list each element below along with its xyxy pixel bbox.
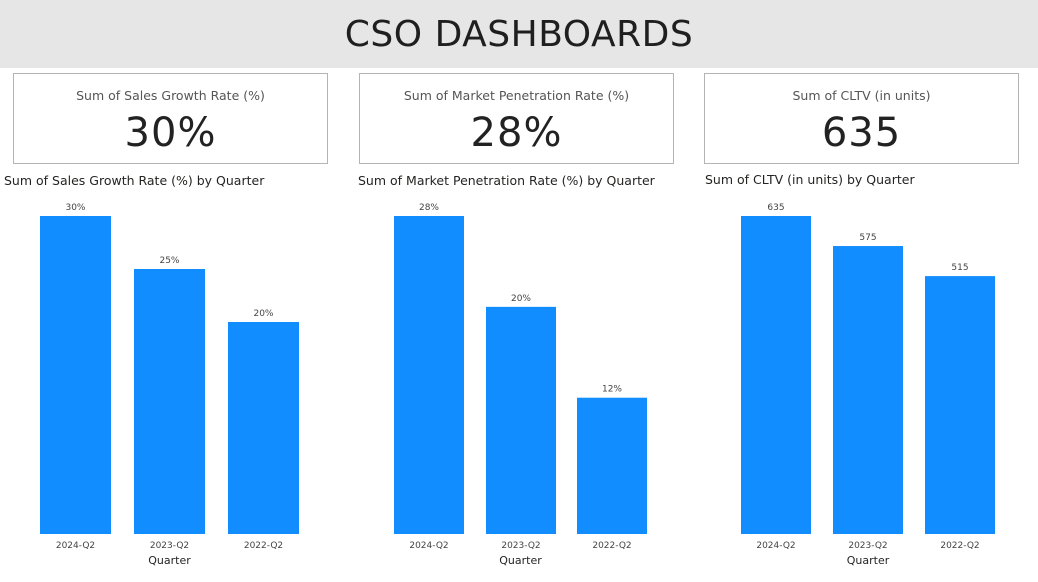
kpi-value: 28% <box>470 110 563 156</box>
data-label: 20% <box>511 294 531 304</box>
bar-2024-Q2[interactable] <box>394 216 464 534</box>
data-label: 12% <box>602 385 622 395</box>
x-axis-title: Quarter <box>148 554 191 567</box>
data-label: 635 <box>767 203 784 213</box>
data-label: 30% <box>65 203 85 213</box>
chart-title-market-penetration: Sum of Market Penetration Rate (%) by Qu… <box>358 173 655 188</box>
bar-2024-Q2[interactable] <box>40 216 111 534</box>
data-label: 20% <box>253 309 273 319</box>
kpi-value: 635 <box>821 110 902 156</box>
x-tick-label: 2023-Q2 <box>501 541 540 551</box>
chart-title-sales-growth: Sum of Sales Growth Rate (%) by Quarter <box>4 173 265 188</box>
bar-2023-Q2[interactable] <box>833 246 903 534</box>
bar-chart-market-penetration: 28% 2024-Q2 20% 2023-Q2 12% 2022-Q2 Quarter <box>394 203 647 567</box>
x-tick-label: 2023-Q2 <box>848 541 887 551</box>
kpi-value: 30% <box>124 110 217 156</box>
x-axis-title: Quarter <box>847 554 890 567</box>
bar-2022-Q2[interactable] <box>228 322 299 534</box>
x-tick-label: 2024-Q2 <box>756 541 795 551</box>
bar-chart-cltv: 635 2024-Q2 575 2023-Q2 515 2022-Q2 Quarter <box>741 203 995 567</box>
chart-title-cltv: Sum of CLTV (in units) by Quarter <box>705 172 915 187</box>
x-tick-label: 2022-Q2 <box>244 541 283 551</box>
bar-2022-Q2[interactable] <box>925 276 995 534</box>
kpi-label: Sum of Market Penetration Rate (%) <box>403 88 630 103</box>
data-label: 575 <box>859 233 876 243</box>
bar-chart-sales-growth: 30% 2024-Q2 25% 2023-Q2 20% 2022-Q2 Quarter <box>40 203 299 567</box>
kpi-card-cltv[interactable]: Sum of CLTV (in units) 635 <box>704 73 1019 164</box>
kpi-card-sales-growth[interactable]: Sum of Sales Growth Rate (%) 30% <box>13 73 328 164</box>
bar-2024-Q2[interactable] <box>741 216 811 534</box>
kpi-card-market-penetration[interactable]: Sum of Market Penetration Rate (%) 28% <box>359 73 674 164</box>
dashboard-title: CSO DASHBOARDS <box>344 13 694 55</box>
bar-2023-Q2[interactable] <box>134 269 205 534</box>
bar-2022-Q2[interactable] <box>577 397 647 534</box>
x-tick-label: 2024-Q2 <box>56 541 95 551</box>
data-label: 25% <box>159 256 179 266</box>
kpi-label: Sum of CLTV (in units) <box>792 88 931 103</box>
data-label: 515 <box>951 263 968 273</box>
bar-2023-Q2[interactable] <box>486 306 556 534</box>
dashboard-header: CSO DASHBOARDS <box>0 0 1038 68</box>
data-label: 28% <box>419 203 439 213</box>
x-tick-label: 2022-Q2 <box>940 541 979 551</box>
kpi-label: Sum of Sales Growth Rate (%) <box>76 88 265 103</box>
x-tick-label: 2023-Q2 <box>150 541 189 551</box>
x-tick-label: 2024-Q2 <box>409 541 448 551</box>
x-axis-title: Quarter <box>499 554 542 567</box>
x-tick-label: 2022-Q2 <box>592 541 631 551</box>
